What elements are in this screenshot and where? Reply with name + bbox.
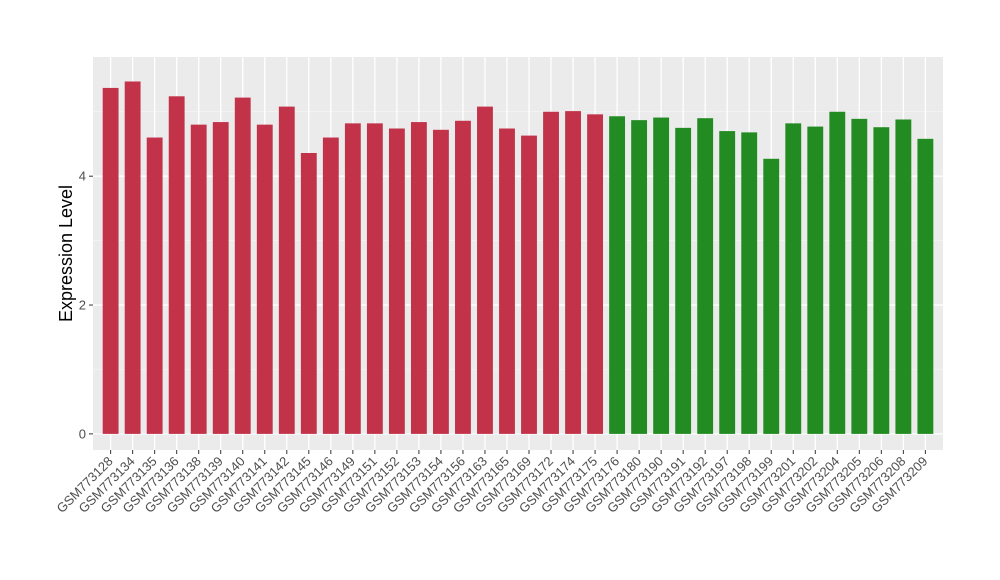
bar	[278, 106, 295, 434]
y-axis: 0 2 4	[79, 169, 93, 441]
bar	[256, 124, 273, 434]
bar	[300, 152, 317, 434]
bar	[741, 132, 758, 434]
bar	[587, 114, 603, 434]
bar	[697, 118, 714, 434]
bar	[521, 135, 537, 434]
bar	[917, 138, 934, 434]
bar	[631, 120, 648, 434]
y-tick-label: 0	[79, 426, 86, 441]
plot-panel	[93, 57, 943, 450]
bar	[895, 119, 912, 434]
bars	[102, 81, 934, 434]
bar	[168, 96, 185, 434]
bar	[410, 122, 427, 434]
bar	[322, 137, 339, 434]
bar	[212, 122, 229, 434]
y-axis-title: Expression Level	[56, 185, 76, 322]
bar	[851, 118, 868, 434]
bar	[565, 111, 581, 434]
bar	[719, 131, 736, 434]
bar	[477, 106, 493, 434]
y-tick-label: 4	[79, 169, 86, 184]
y-tick-label: 2	[79, 298, 86, 313]
bar	[543, 111, 559, 434]
x-axis: GSM773128GSM773134GSM773135GSM773136GSM7…	[54, 450, 931, 516]
bar	[433, 129, 449, 434]
bar	[102, 87, 119, 434]
bar	[609, 116, 626, 434]
bar	[146, 137, 163, 434]
bar	[455, 120, 471, 434]
bar	[763, 158, 780, 434]
bar	[785, 123, 802, 434]
bar	[366, 123, 383, 434]
bar	[190, 124, 207, 434]
bar	[873, 127, 890, 434]
bar	[829, 111, 846, 434]
bar	[499, 128, 515, 434]
bar	[124, 81, 141, 434]
bar	[388, 128, 405, 434]
bar	[807, 126, 824, 434]
bar	[675, 127, 692, 434]
bar	[653, 117, 670, 434]
bar	[234, 97, 251, 434]
bar	[344, 123, 361, 434]
